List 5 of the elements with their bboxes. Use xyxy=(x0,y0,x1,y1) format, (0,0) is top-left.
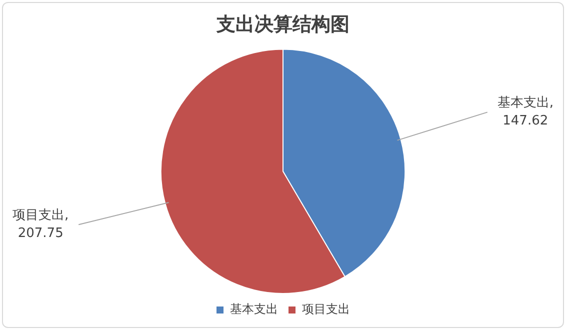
data-label: 基本支出, 147.62 xyxy=(497,96,554,129)
chart-title: 支出决算结构图 xyxy=(216,13,350,36)
legend-label: 基本支出 xyxy=(230,302,278,316)
legend-label: 项目支出 xyxy=(302,302,350,316)
data-label: 项目支出, 207.75 xyxy=(12,208,69,241)
